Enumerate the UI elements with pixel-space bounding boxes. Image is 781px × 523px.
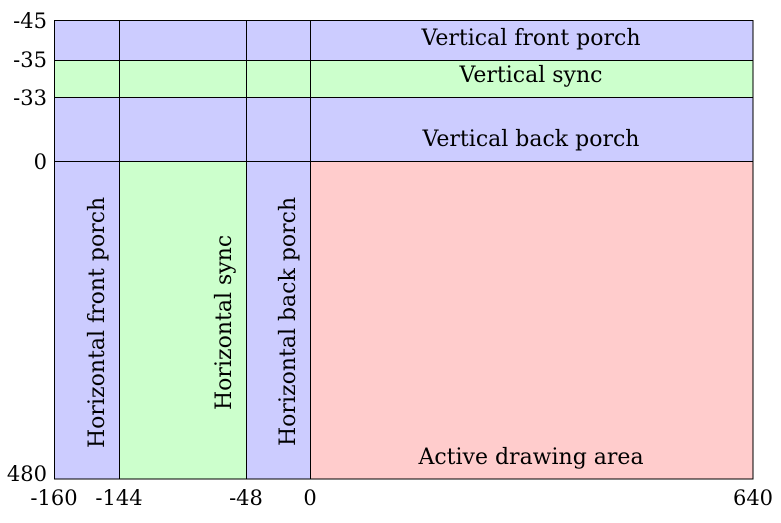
vfp-band: [54, 20, 753, 60]
y-tick-label: -35: [13, 48, 47, 72]
vsync-band: [54, 60, 753, 97]
hsync-column: [119, 161, 246, 479]
label-vertical-sync: Vertical sync: [459, 63, 603, 88]
label-horizontal-front-porch: Horizontal front porch: [85, 197, 110, 448]
x-tick-label: 640: [733, 486, 773, 510]
vbp-band: [54, 97, 753, 161]
x-tick-label: -144: [95, 486, 142, 510]
x-tick-label: -48: [229, 486, 263, 510]
hfp-column: [54, 161, 119, 479]
x-tick-label: -160: [30, 486, 77, 510]
label-vertical-front-porch: Vertical front porch: [421, 26, 641, 51]
y-tick-label: 480: [7, 462, 47, 486]
y-tick-label: 0: [34, 150, 47, 174]
x-tick-label: 0: [303, 486, 316, 510]
label-horizontal-sync: Horizontal sync: [212, 235, 237, 410]
y-tick-label: -33: [13, 86, 47, 110]
y-tick-label: -45: [13, 9, 47, 33]
label-horizontal-back-porch: Horizontal back porch: [276, 197, 301, 446]
label-active-drawing-area: Active drawing area: [417, 445, 643, 470]
hbp-column: [246, 161, 310, 479]
grid-lines: [54, 20, 754, 480]
label-vertical-back-porch: Vertical back porch: [422, 127, 640, 152]
active-area: [310, 161, 753, 479]
